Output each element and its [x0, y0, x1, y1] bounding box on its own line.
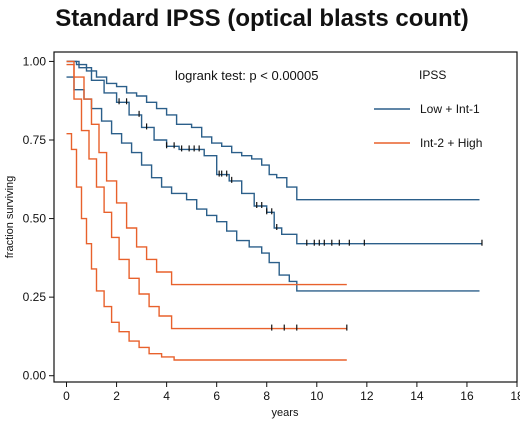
y-axis-label: fraction surviving	[4, 176, 16, 259]
survival-curve-2	[66, 76, 480, 292]
survival-curve-4	[66, 63, 347, 330]
x-tick-label: 10	[310, 389, 324, 403]
survival-curve-3	[66, 60, 347, 286]
legend-title: IPSS	[419, 68, 446, 82]
x-tick-label: 2	[113, 389, 120, 403]
x-tick-label: 12	[360, 389, 374, 403]
x-tick-label: 0	[63, 389, 70, 403]
censor-marks	[118, 98, 483, 331]
chart-title: Standard IPSS (optical blasts count)	[55, 5, 468, 32]
survival-curves	[66, 60, 482, 361]
legend-label-low-int1: Low + Int-1	[420, 102, 480, 116]
x-axis-label: years	[272, 407, 299, 419]
x-tick-label: 4	[163, 389, 170, 403]
y-tick-label: 0.25	[23, 290, 47, 304]
x-tick-label: 8	[263, 389, 270, 403]
x-tick-label: 6	[213, 389, 220, 403]
y-tick-label: 0.00	[23, 369, 47, 383]
logrank-annotation: logrank test: p < 0.00005	[175, 68, 318, 83]
legend: IPSS Low + Int-1 Int-2 + High	[374, 68, 482, 150]
survival-curve-1	[66, 60, 482, 245]
survival-curve-5	[66, 133, 347, 361]
x-tick-label: 14	[410, 389, 424, 403]
survival-curve-0	[66, 60, 480, 201]
plot-frame	[53, 51, 518, 383]
x-tick-label: 16	[460, 389, 474, 403]
y-tick-label: 0.75	[23, 133, 47, 147]
y-tick-label: 0.50	[23, 212, 47, 226]
axis-ticks: 0 2 4 6 8 10 12 14 16 18 0.00 0.25 0.50 0.75 1.00	[23, 54, 520, 403]
x-tick-label: 18	[510, 389, 520, 403]
y-tick-label: 1.00	[23, 54, 47, 68]
legend-label-int2-high: Int-2 + High	[420, 136, 482, 150]
